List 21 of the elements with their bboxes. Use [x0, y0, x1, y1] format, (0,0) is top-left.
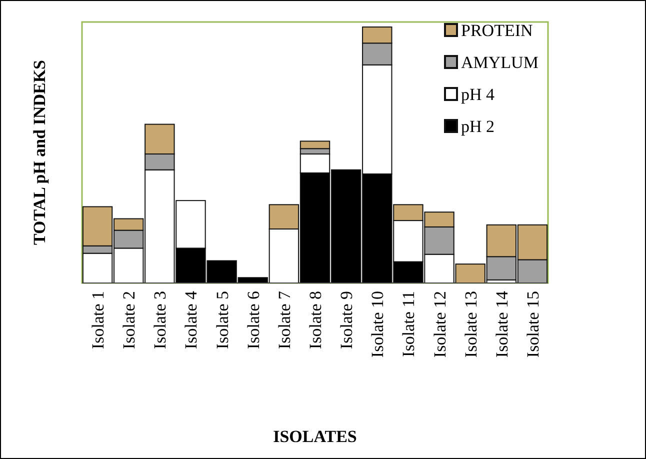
x-tick-label: Isolate 3: [150, 291, 170, 350]
x-tick-label: Isolate 10: [368, 291, 388, 358]
x-tick-label: Isolate 11: [399, 291, 418, 357]
x-tick-label: Isolate 6: [244, 291, 263, 350]
x-tick-label: Isolate 12: [430, 291, 450, 358]
legend-label: pH 4: [461, 85, 496, 104]
legend-label: AMYLUM: [461, 53, 538, 72]
y-axis-title: TOTAL pH and INDEKS: [30, 60, 49, 246]
x-tick-label: Isolate 8: [306, 291, 325, 350]
x-tick-label: Isolate 7: [274, 290, 294, 350]
x-tick-label: Isolate 1: [88, 291, 108, 350]
legend-label: PROTEIN: [461, 21, 533, 40]
x-tick-label: Isolate 9: [337, 291, 356, 350]
x-tick-label: Isolate 14: [492, 290, 512, 358]
x-tick-label: Isolate 4: [182, 290, 201, 350]
x-tick-label: Isolate 5: [212, 291, 232, 350]
x-tick-label: Isolate 15: [523, 291, 542, 358]
x-tick-label: Isolate 2: [120, 291, 139, 350]
x-tick-label: Isolate 13: [461, 291, 480, 358]
legend-label: pH 2: [461, 117, 495, 136]
x-axis-title: ISOLATES: [273, 427, 357, 446]
